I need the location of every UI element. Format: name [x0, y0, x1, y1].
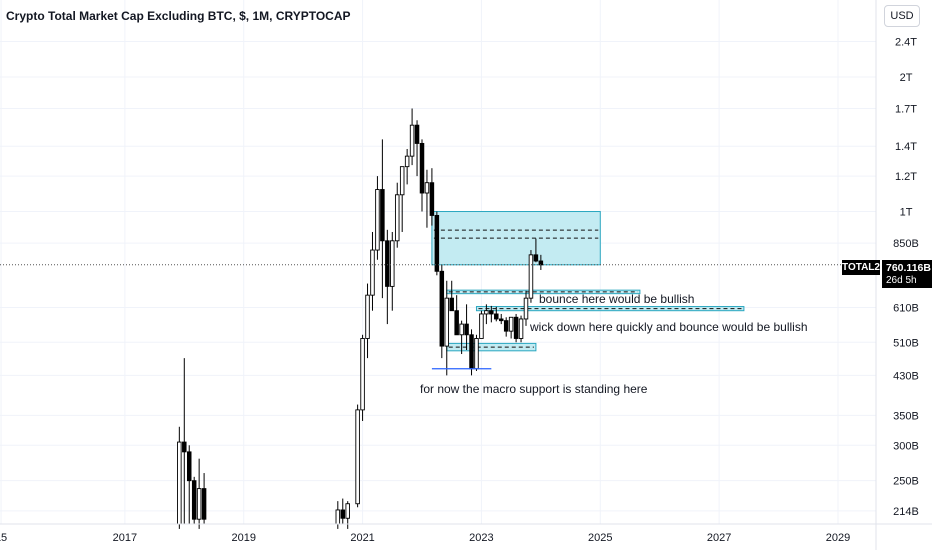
candle-body: [390, 240, 395, 287]
candle-body: [469, 334, 474, 370]
candle-body: [474, 338, 479, 370]
annotation-text: bounce here would be bullish: [539, 292, 694, 306]
y-tick-label: 350B: [893, 410, 919, 422]
candle-body: [375, 189, 380, 251]
y-tick-label: 850B: [893, 238, 919, 250]
candle-body: [498, 318, 504, 322]
bar-countdown: 26d 5h: [886, 275, 917, 286]
y-tick-label: 1.7T: [895, 103, 917, 115]
candle-body: [340, 509, 346, 519]
candle-body: [444, 297, 450, 347]
candle-body: [434, 214, 440, 272]
candle-body: [182, 441, 187, 453]
zone-box: [475, 306, 745, 312]
candle-body: [196, 488, 202, 520]
candle-body: [479, 313, 484, 339]
y-tick-label: 250B: [893, 476, 919, 488]
candle-body: [424, 182, 430, 194]
candle-body: [201, 488, 207, 520]
candle-body: [533, 254, 539, 262]
candle-body: [399, 166, 405, 196]
candle-body: [454, 310, 459, 336]
currency-button[interactable]: USD: [884, 5, 920, 27]
x-tick-label: 2023: [469, 532, 493, 544]
x-tick-label: 2019: [231, 532, 255, 544]
candle-body: [360, 338, 365, 411]
y-tick-label: 2.4T: [895, 37, 917, 49]
symbol-tag: TOTAL2: [842, 260, 880, 275]
chart-title: Crypto Total Market Cap Excluding BTC, $…: [6, 9, 351, 23]
candle-body: [518, 318, 524, 339]
x-tick-label: 2027: [707, 532, 731, 544]
candle-body: [528, 254, 534, 299]
candle-body: [464, 323, 469, 336]
x-tick-label: 2029: [826, 532, 850, 544]
candle-body: [370, 249, 375, 296]
candle-body: [484, 310, 489, 315]
annotation-zones: [431, 211, 745, 352]
last-price-tag: 760.116B 26d 5h: [882, 260, 932, 288]
y-tick-label: 510B: [893, 337, 919, 349]
candle-body: [409, 124, 415, 157]
x-tick-label: 15: [0, 532, 7, 544]
candle-body: [449, 297, 454, 312]
candle-body: [404, 155, 410, 168]
candles: [177, 108, 544, 529]
candle-body: [439, 270, 445, 347]
annotation-texts: bounce here would be bullish wick down he…: [420, 292, 808, 396]
x-tick-label: 2017: [113, 532, 137, 544]
y-tick-label: 610B: [893, 302, 919, 314]
y-tick-label: 1.4T: [895, 141, 917, 153]
candle-body: [380, 189, 385, 242]
candle-body: [503, 320, 509, 332]
time-axis: 15 2017 2019 2021 2023 2025 2027 2029: [0, 523, 932, 544]
candle-body: [365, 294, 370, 339]
candle-body: [429, 182, 435, 216]
candle-body: [345, 503, 350, 519]
candle-body: [538, 260, 544, 266]
annotation-text: for now the macro support is standing he…: [420, 382, 648, 396]
candle-body: [355, 409, 360, 505]
grid-lines: [0, 0, 876, 524]
price-axis: 2.4T 2T 1.7T 1.4T 1.2T 1T 850B 610B 510B 430B 350B…: [875, 0, 919, 550]
last-price-value: 760.116B: [886, 262, 931, 274]
candle-body: [186, 451, 192, 482]
candle-body: [459, 323, 464, 336]
candle-body: [335, 509, 341, 525]
y-tick-label: 2T: [900, 72, 913, 84]
candle-body: [513, 316, 519, 339]
candle-body: [177, 441, 182, 525]
candle-body: [385, 240, 390, 287]
candle-body: [419, 142, 425, 194]
candle-body: [394, 194, 400, 242]
y-tick-label: 1.2T: [895, 171, 917, 183]
candle-body: [508, 316, 514, 332]
x-tick-label: 2025: [588, 532, 612, 544]
y-tick-label: 430B: [893, 370, 919, 382]
candle-body: [414, 124, 420, 144]
y-tick-label: 1T: [900, 207, 913, 219]
candle-body: [523, 297, 529, 320]
y-tick-label: 300B: [893, 440, 919, 452]
candle-body: [494, 313, 499, 320]
candle-body: [489, 310, 494, 315]
annotation-text: wick down here quickly and bounce would …: [529, 320, 808, 334]
x-tick-label: 2021: [350, 532, 374, 544]
overlays: [0, 264, 876, 370]
y-tick-label: 214B: [893, 506, 919, 518]
candle-body: [191, 480, 197, 520]
